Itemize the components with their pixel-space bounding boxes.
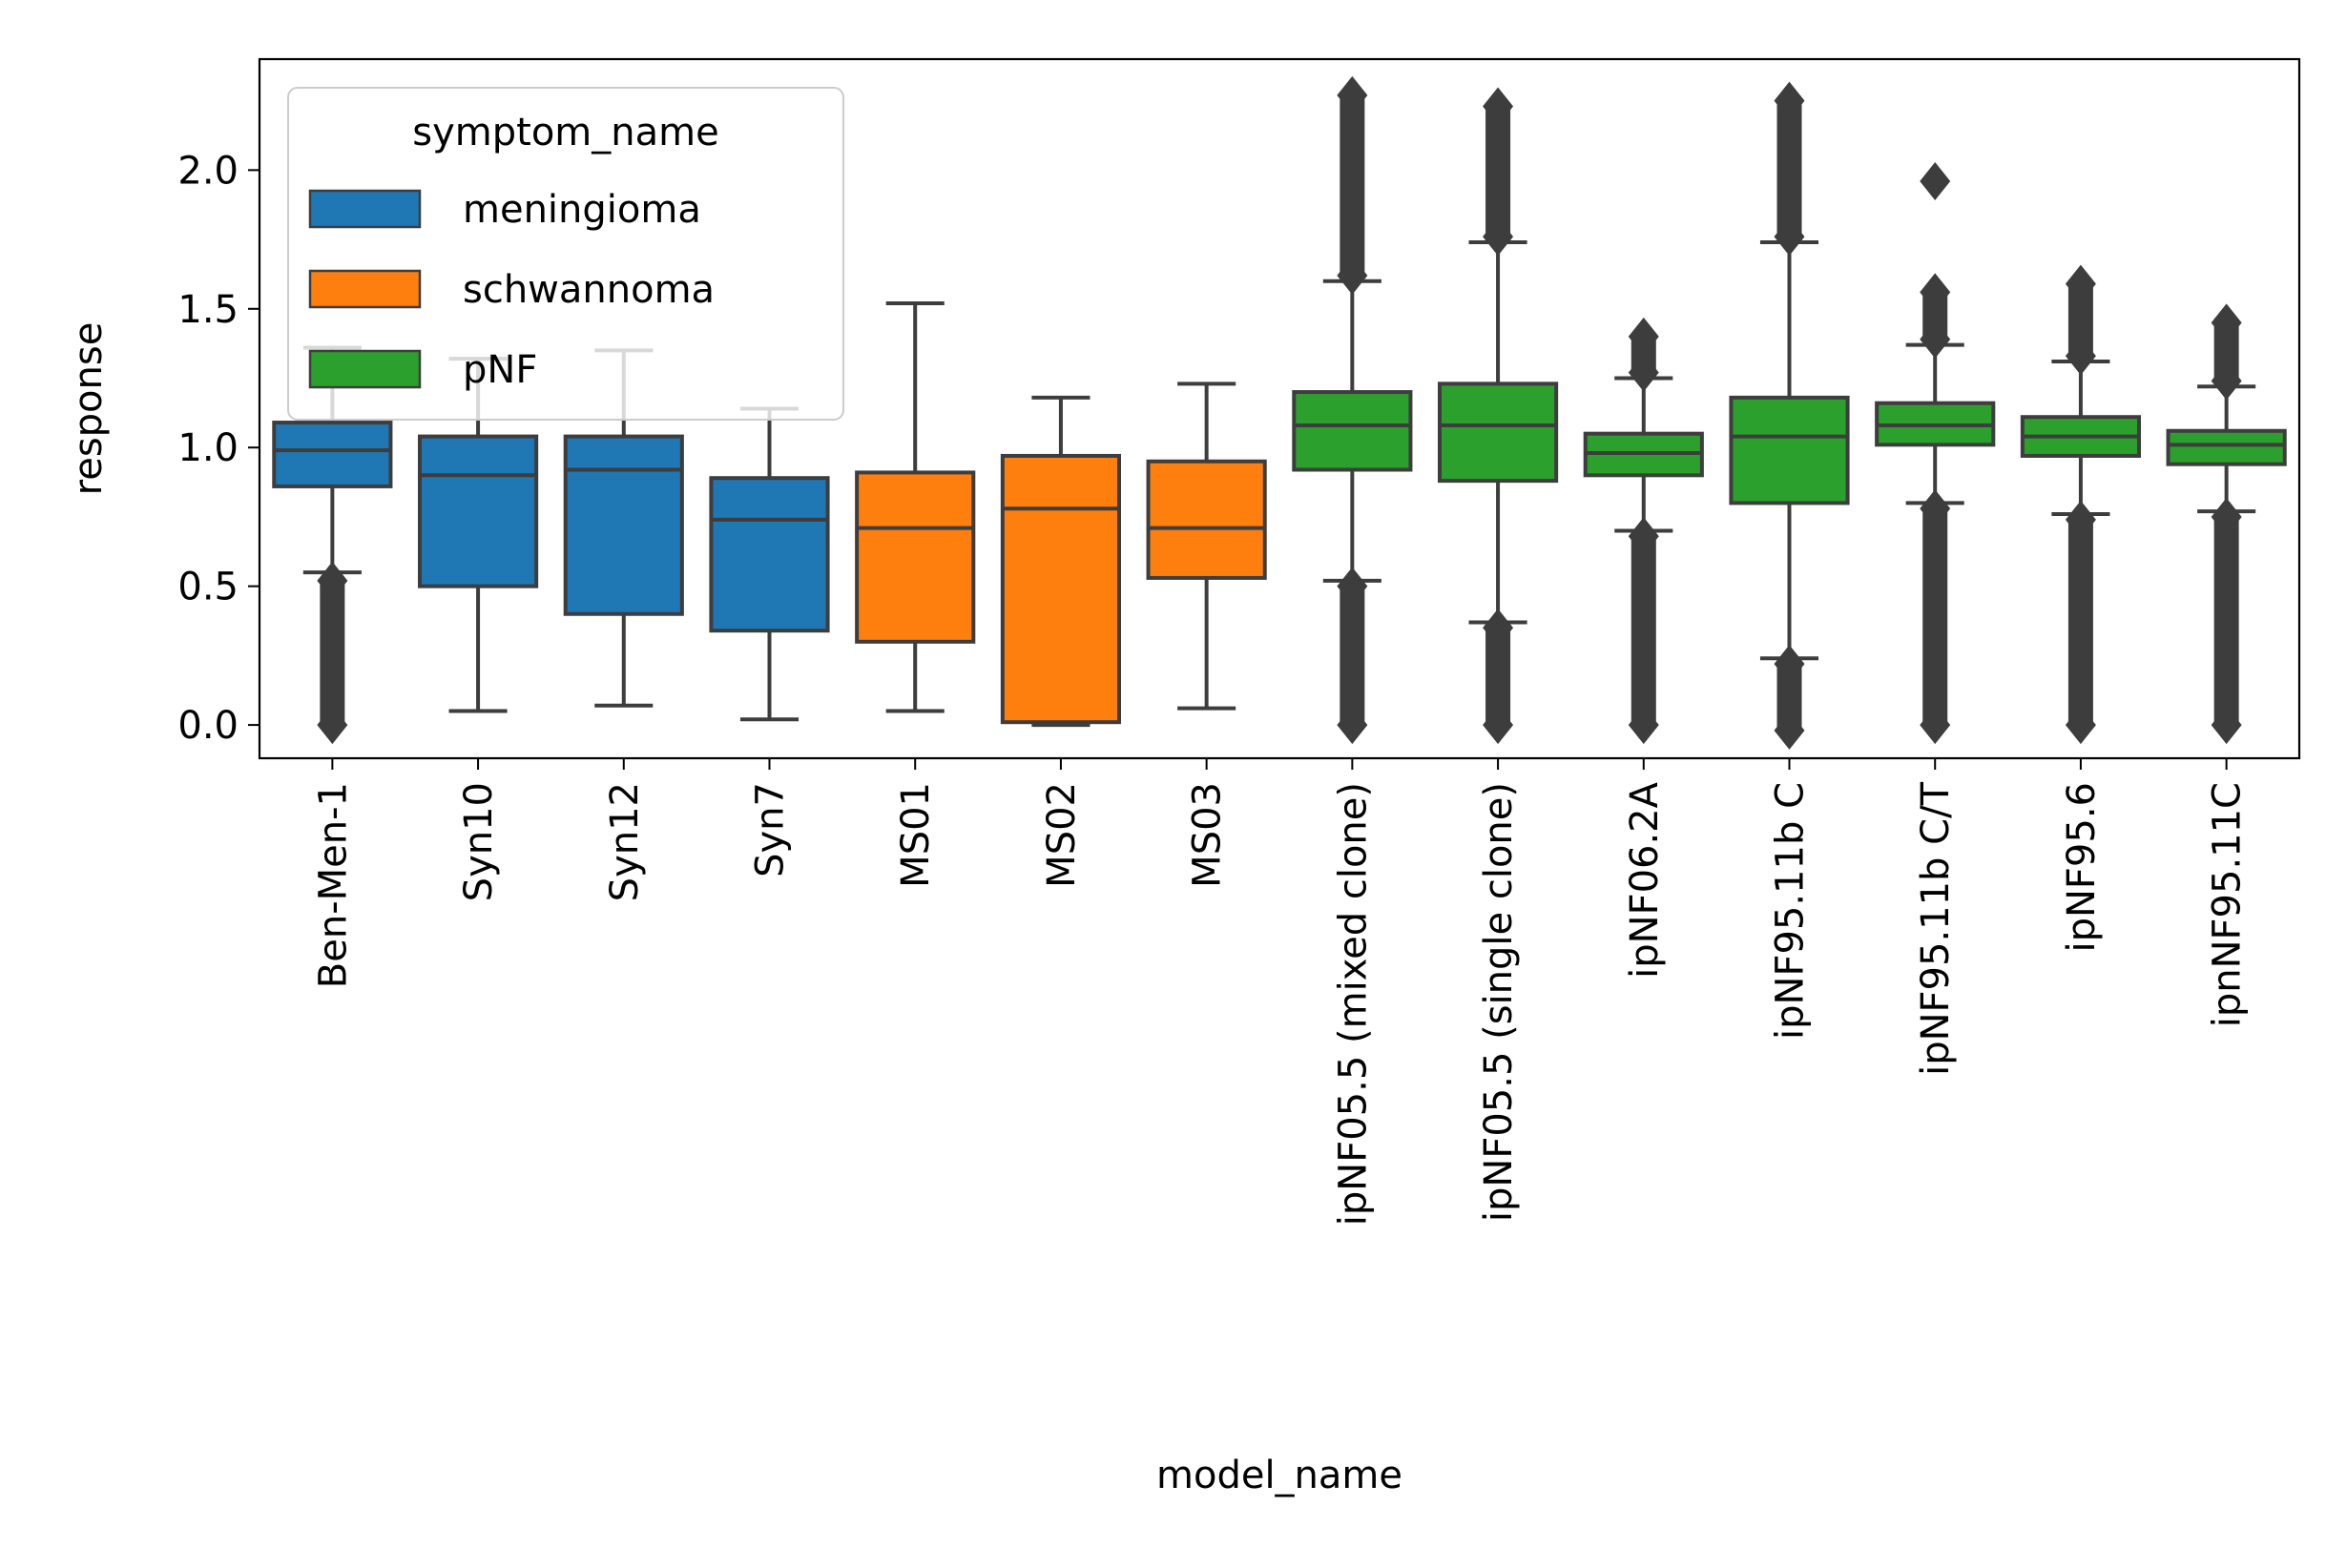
high-outliers-marker [1774, 217, 1805, 257]
legend-label-schwannoma: schwannoma [463, 268, 715, 312]
x-tick-label: MS02 [1040, 782, 1084, 888]
low-outliers-band [320, 580, 345, 726]
box-body [1437, 382, 1559, 484]
box-body [855, 470, 976, 644]
box-MS02 [1000, 395, 1122, 728]
box-body [417, 434, 539, 588]
x-tick-label: ipNF95.11b C [1769, 782, 1813, 1040]
low-outliers-marker [317, 706, 348, 745]
high-outliers-marker [1920, 161, 1951, 200]
low-outliers-band [2213, 516, 2239, 726]
box-Syn10 [417, 357, 539, 713]
high-outliers-marker [2211, 361, 2242, 401]
y-tick-label: 1.0 [177, 426, 239, 470]
box-MS03 [1146, 382, 1267, 711]
axes-frame [258, 57, 2301, 760]
x-tick-label: ipNF05.5 (mixed clone) [1331, 782, 1375, 1226]
low-outliers-marker [1337, 567, 1368, 606]
box-body [272, 421, 393, 488]
box-ipNF95.11b C [1729, 81, 1850, 750]
y-axis-ticks: 0.0 0.5 1.0 1.5 2.0 [177, 149, 260, 748]
low-outliers-marker [1483, 609, 1514, 648]
x-tick-label: Syn12 [603, 782, 647, 901]
low-outliers-band [1922, 508, 1948, 726]
y-tick-label: 0.0 [177, 704, 239, 748]
box-body [2166, 428, 2287, 466]
x-tick-label: ipNF95.6 [2060, 782, 2104, 953]
legend-label-meningioma: meningioma [463, 188, 701, 232]
high-outliers-band [1776, 100, 1802, 237]
x-tick-label: ipNF95.11b C/T [1914, 781, 1958, 1075]
boxes-layer [272, 75, 2287, 750]
box-body [1000, 453, 1122, 725]
x-tick-label: MS01 [894, 782, 938, 888]
box-ipNF05.5 (mixed clone) [1292, 75, 1413, 745]
high-outliers-marker [1628, 353, 1659, 392]
x-tick-label: MS03 [1186, 782, 1230, 888]
high-outliers-marker [1337, 256, 1368, 295]
x-tick-label: ipNF05.5 (single clone) [1477, 782, 1521, 1222]
legend-swatch-pNF [308, 349, 422, 389]
box-ipNF95.6 [2020, 264, 2142, 745]
low-outliers-marker [1774, 711, 1805, 750]
box-MS01 [855, 300, 976, 713]
low-outliers-marker [1920, 489, 1951, 528]
legend-box [287, 87, 844, 421]
box-body [563, 434, 684, 616]
legend: symptom_name meningioma schwannoma pNF [287, 87, 844, 421]
box-body [1146, 459, 1267, 580]
high-outliers-marker [1337, 75, 1368, 114]
x-tick-label: Syn10 [457, 782, 501, 901]
high-outliers-marker [2065, 264, 2096, 303]
low-outliers-marker [1920, 706, 1951, 745]
legend-title: symptom_name [412, 111, 718, 155]
low-outliers-marker [1337, 706, 1368, 745]
high-outliers-marker [2211, 303, 2242, 342]
low-outliers-marker [317, 561, 348, 600]
legend-label-pNF: pNF [463, 348, 537, 392]
high-outliers-marker [2065, 337, 2096, 376]
high-outliers-marker [1628, 317, 1659, 356]
x-axis-ticks: Ben-Men-1 Syn10 Syn12 Syn7 MS01 MS02 MS03 ipNF0… [311, 758, 2250, 1226]
box-body [1729, 395, 1850, 505]
low-outliers-marker [1483, 706, 1514, 745]
box-Syn7 [709, 406, 830, 722]
box-body [709, 476, 830, 633]
low-outliers-marker [2211, 497, 2242, 536]
y-tick-label: 0.5 [177, 566, 239, 609]
x-tick-label: ipnNF95.11C [2206, 782, 2250, 1027]
high-outliers-marker [1920, 320, 1951, 359]
low-outliers-band [1630, 536, 1656, 726]
high-outliers-marker [1483, 87, 1514, 126]
high-outliers-marker [1920, 273, 1951, 312]
low-outliers-marker [2065, 500, 2096, 539]
x-axis-label: model_name [1156, 1454, 1402, 1497]
legend-swatch-meningioma [308, 189, 422, 229]
high-outliers-band [1340, 94, 1365, 276]
x-tick-label: ipNF06.2A [1623, 781, 1667, 978]
y-tick-label: 1.5 [177, 288, 239, 332]
box-body [1292, 390, 1413, 472]
box-ipNF95.11b C/T [1875, 161, 1996, 745]
high-outliers-marker [1483, 217, 1514, 257]
legend-swatch-schwannoma [308, 269, 422, 309]
low-outliers-marker [1628, 517, 1659, 556]
x-tick-label: Syn7 [749, 782, 793, 877]
box-ipNF05.5 (single clone) [1437, 87, 1559, 745]
y-tick-label: 2.0 [177, 149, 239, 193]
low-outliers-marker [1774, 645, 1805, 684]
low-outliers-band [2067, 519, 2093, 726]
high-outliers-band [1485, 106, 1511, 237]
high-outliers-marker [1774, 81, 1805, 120]
box-ipNF06.2A [1583, 317, 1704, 745]
box-ipnNF95.11C [2166, 303, 2287, 745]
low-outliers-marker [1628, 706, 1659, 745]
x-tick-label: Ben-Men-1 [311, 782, 355, 988]
low-outliers-marker [2211, 706, 2242, 745]
low-outliers-band [1340, 586, 1365, 726]
y-axis-label: response [67, 322, 111, 496]
low-outliers-marker [2065, 706, 2096, 745]
